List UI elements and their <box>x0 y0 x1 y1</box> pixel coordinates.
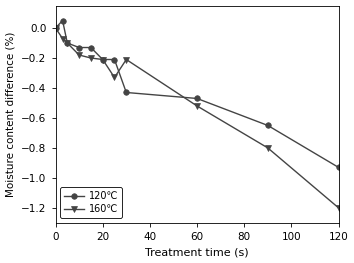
120℃ <box>195 97 199 100</box>
120℃ <box>61 19 65 22</box>
160℃ <box>336 206 341 209</box>
120℃ <box>65 42 69 45</box>
160℃ <box>124 58 129 61</box>
120℃ <box>266 124 270 127</box>
120℃ <box>89 46 93 49</box>
Line: 120℃: 120℃ <box>53 18 341 170</box>
120℃ <box>336 166 341 169</box>
160℃ <box>89 57 93 60</box>
160℃ <box>65 42 69 45</box>
Legend: 120℃, 160℃: 120℃, 160℃ <box>61 187 122 218</box>
120℃ <box>77 46 81 49</box>
120℃ <box>101 58 105 61</box>
160℃ <box>266 146 270 149</box>
160℃ <box>61 37 65 40</box>
120℃ <box>112 58 116 61</box>
X-axis label: Treatment time (s): Treatment time (s) <box>145 247 249 257</box>
120℃ <box>124 91 129 94</box>
Y-axis label: Moisture content difference (%): Moisture content difference (%) <box>6 32 16 197</box>
160℃ <box>195 104 199 108</box>
160℃ <box>101 58 105 61</box>
160℃ <box>53 27 58 30</box>
160℃ <box>77 53 81 57</box>
160℃ <box>112 76 116 79</box>
Line: 160℃: 160℃ <box>53 25 341 211</box>
120℃ <box>53 27 58 30</box>
